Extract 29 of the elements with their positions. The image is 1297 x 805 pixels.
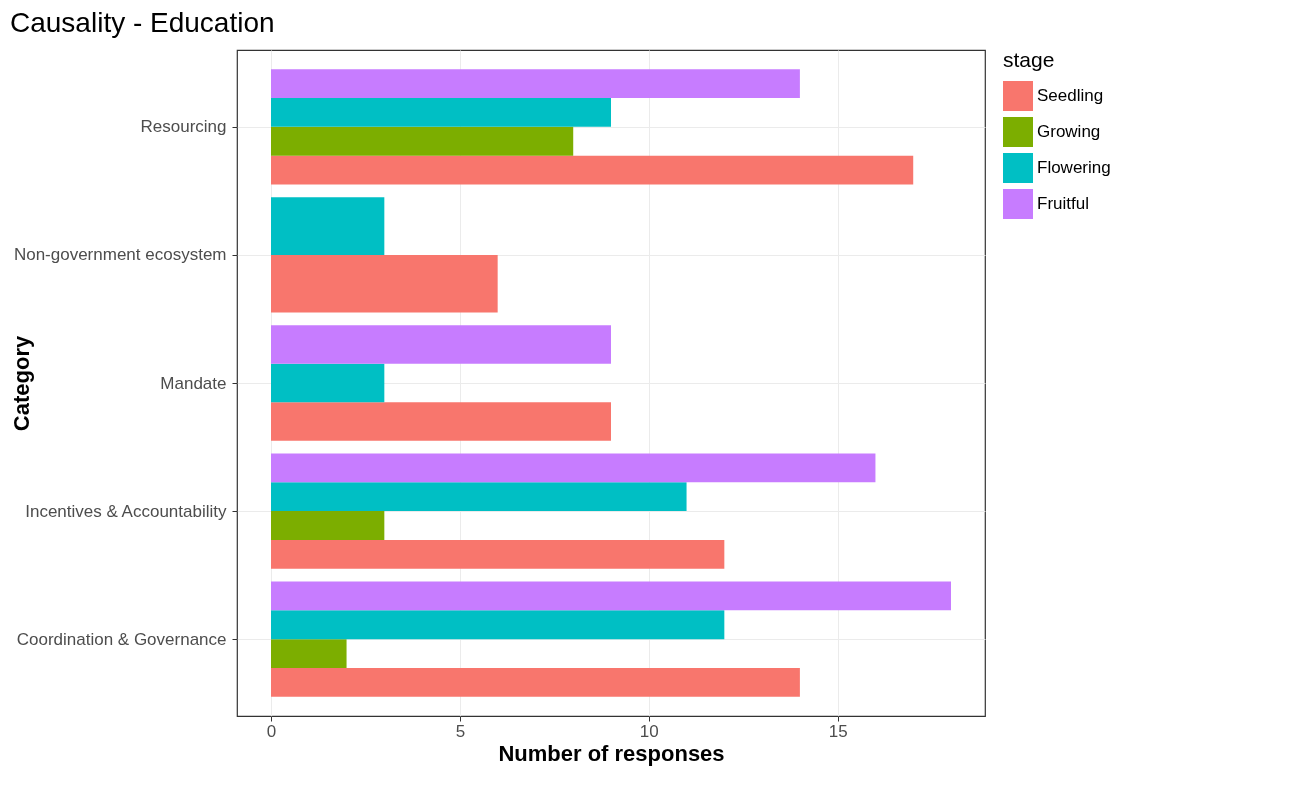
bar [271, 639, 347, 668]
y-tick-label: Coordination & Governance [16, 629, 227, 649]
bar [271, 155, 914, 185]
bar [271, 581, 951, 611]
bar [271, 126, 574, 156]
y-tick-label: Incentives & Accountability [25, 501, 227, 521]
x-tick-label: 15 [828, 721, 848, 741]
bar [271, 453, 876, 483]
legend-label: Flowering [1037, 158, 1111, 177]
chart-title: Causality - Education [10, 7, 275, 38]
bar [271, 511, 385, 540]
bar [271, 610, 725, 640]
x-tick-label: 0 [266, 721, 277, 741]
bar [271, 482, 687, 512]
x-axis-title: Number of responses [498, 740, 725, 766]
legend-title: stage [1003, 48, 1055, 71]
legend-label: Seedling [1037, 86, 1104, 105]
legend-label: Fruitful [1037, 194, 1089, 213]
y-tick-label: Non-government ecosystem [13, 245, 227, 265]
y-axis-title: Category [8, 335, 34, 432]
x-tick-label: 10 [639, 721, 659, 741]
bar [271, 667, 800, 697]
y-tick-label: Mandate [160, 373, 227, 393]
bar [271, 98, 611, 127]
x-tick-label: 5 [455, 721, 466, 741]
legend-label: Growing [1037, 122, 1101, 141]
bar [271, 69, 800, 99]
y-tick-label: Resourcing [140, 117, 227, 137]
bar [271, 539, 725, 569]
